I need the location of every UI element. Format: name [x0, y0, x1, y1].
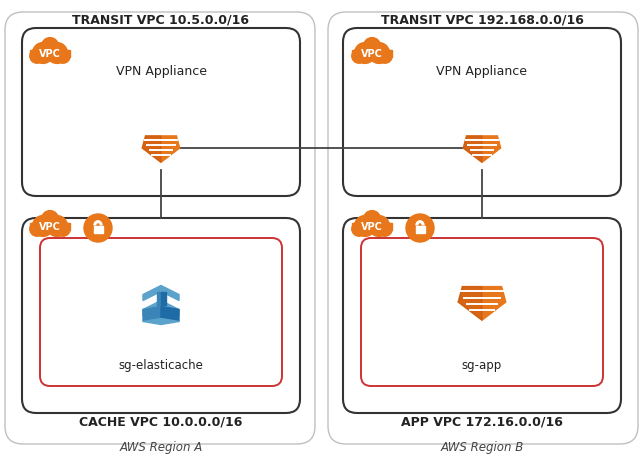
- Polygon shape: [143, 306, 161, 322]
- FancyBboxPatch shape: [22, 218, 300, 413]
- Text: TRANSIT VPC 192.168.0.0/16: TRANSIT VPC 192.168.0.0/16: [381, 13, 583, 27]
- Bar: [352, 50, 392, 57]
- Bar: [93, 225, 102, 233]
- FancyBboxPatch shape: [5, 12, 315, 444]
- Text: TRANSIT VPC 10.5.0.0/16: TRANSIT VPC 10.5.0.0/16: [73, 13, 249, 27]
- FancyBboxPatch shape: [361, 238, 603, 386]
- Circle shape: [368, 43, 390, 63]
- Circle shape: [33, 43, 53, 63]
- Text: sg-elasticache: sg-elasticache: [118, 360, 203, 372]
- Circle shape: [42, 211, 59, 228]
- Circle shape: [354, 43, 376, 63]
- Circle shape: [56, 49, 70, 63]
- Text: VPN Appliance: VPN Appliance: [437, 65, 527, 78]
- FancyBboxPatch shape: [328, 12, 638, 444]
- Polygon shape: [142, 136, 161, 162]
- Text: AWS Region A: AWS Region A: [120, 441, 203, 453]
- Text: APP VPC 172.16.0.0/16: APP VPC 172.16.0.0/16: [401, 415, 563, 429]
- Polygon shape: [464, 136, 482, 162]
- FancyBboxPatch shape: [40, 238, 282, 386]
- Bar: [415, 225, 424, 233]
- FancyBboxPatch shape: [343, 28, 621, 196]
- Polygon shape: [161, 306, 179, 322]
- Circle shape: [30, 49, 44, 63]
- Bar: [30, 50, 70, 57]
- Circle shape: [354, 216, 376, 236]
- Circle shape: [352, 222, 367, 236]
- Text: VPC: VPC: [39, 222, 61, 232]
- Circle shape: [84, 214, 112, 242]
- Text: AWS Region B: AWS Region B: [440, 441, 523, 453]
- Polygon shape: [143, 300, 179, 316]
- Text: VPC: VPC: [361, 222, 383, 232]
- Text: CACHE VPC 10.0.0.0/16: CACHE VPC 10.0.0.0/16: [79, 415, 242, 429]
- Circle shape: [378, 49, 392, 63]
- Polygon shape: [161, 291, 165, 305]
- Circle shape: [363, 211, 381, 228]
- Circle shape: [46, 43, 68, 63]
- Text: VPC: VPC: [39, 49, 61, 59]
- Polygon shape: [143, 285, 179, 300]
- Polygon shape: [156, 291, 161, 305]
- Polygon shape: [143, 318, 179, 325]
- Text: sg-app: sg-app: [462, 360, 502, 372]
- Circle shape: [30, 222, 44, 236]
- Circle shape: [406, 214, 434, 242]
- Circle shape: [378, 222, 392, 236]
- Circle shape: [56, 222, 70, 236]
- Polygon shape: [142, 136, 179, 162]
- Polygon shape: [458, 287, 482, 320]
- FancyBboxPatch shape: [22, 28, 300, 196]
- Bar: [30, 224, 70, 230]
- Text: VPN Appliance: VPN Appliance: [116, 65, 206, 78]
- Polygon shape: [458, 287, 506, 320]
- Circle shape: [363, 38, 381, 55]
- Circle shape: [33, 216, 53, 236]
- Polygon shape: [464, 136, 501, 162]
- Bar: [352, 224, 392, 230]
- Circle shape: [42, 38, 59, 55]
- Circle shape: [46, 216, 68, 236]
- Text: VPC: VPC: [361, 49, 383, 59]
- FancyBboxPatch shape: [343, 218, 621, 413]
- Circle shape: [368, 216, 390, 236]
- Circle shape: [352, 49, 367, 63]
